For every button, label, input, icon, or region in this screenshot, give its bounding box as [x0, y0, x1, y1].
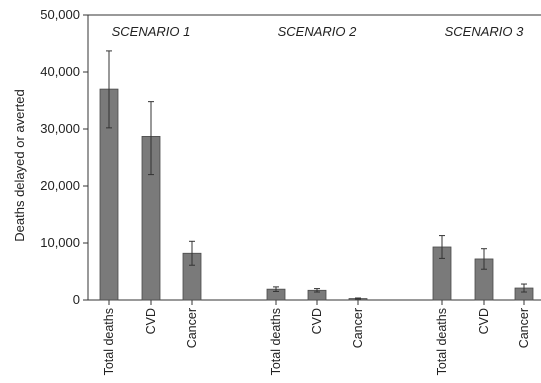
error-bars	[106, 50, 527, 300]
scenario-labels: SCENARIO 1 SCENARIO 2 SCENARIO 3	[112, 24, 525, 39]
y-axis-label: Deaths delayed or averted	[12, 89, 27, 241]
y-tick-label: 10,000	[40, 235, 80, 250]
chart-axes: 0 10,000 20,000 30,000 40,000 50,000	[40, 7, 541, 307]
category-label: CVD	[477, 308, 491, 334]
y-tick-label: 20,000	[40, 178, 80, 193]
y-tick-label: 40,000	[40, 64, 80, 79]
category-label: Total deaths	[102, 308, 116, 375]
category-labels: Total deaths CVD Cancer Total deaths CVD Canc…	[102, 308, 531, 375]
y-tick-label: 50,000	[40, 7, 80, 22]
scenario-label: SCENARIO 2	[278, 24, 358, 39]
category-label: CVD	[144, 308, 158, 334]
category-label: Cancer	[351, 308, 365, 348]
y-tick-label: 30,000	[40, 121, 80, 136]
category-label: Total deaths	[269, 308, 283, 375]
y-tick-label: 0	[73, 292, 80, 307]
category-label: Total deaths	[435, 308, 449, 375]
scenario-label: SCENARIO 1	[112, 24, 191, 39]
category-label: Cancer	[517, 308, 531, 348]
category-label: Cancer	[185, 308, 199, 348]
scenario-label: SCENARIO 3	[445, 24, 525, 39]
bars	[99, 88, 534, 301]
category-label: CVD	[310, 308, 324, 334]
